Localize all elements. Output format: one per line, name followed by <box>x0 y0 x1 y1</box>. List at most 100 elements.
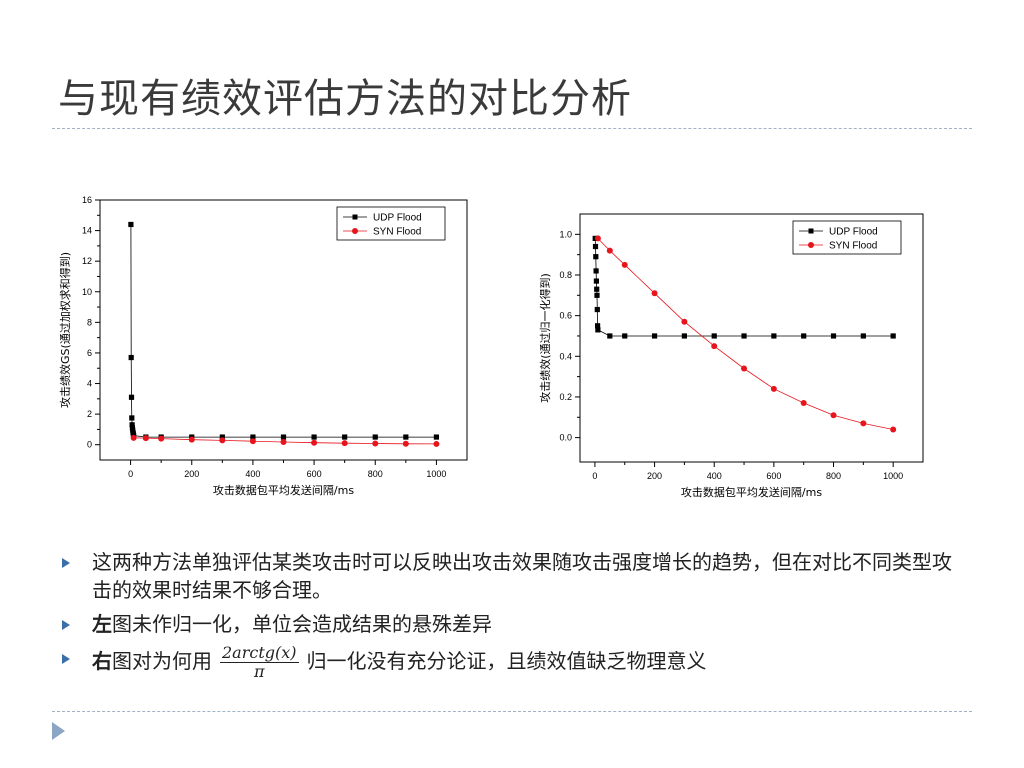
formula-fraction: 2arctg(x) π <box>220 644 299 681</box>
data-point <box>606 247 613 254</box>
legend-marker <box>808 242 814 248</box>
x-tick-label: 800 <box>368 469 383 479</box>
bullet-text-pre: 图对为何用 <box>112 649 212 673</box>
data-point <box>681 318 688 325</box>
data-point <box>311 434 317 440</box>
x-axis-label: 攻击数据包平均发送间隔/ms <box>681 485 822 499</box>
plot-frame <box>579 213 924 463</box>
data-point <box>342 434 348 440</box>
x-tick-label: 0 <box>592 471 597 481</box>
y-tick-label: 0.2 <box>559 392 572 402</box>
y-axis-label: 攻击绩效GS(通过加权求和得到) <box>58 252 72 408</box>
x-tick-label: 400 <box>245 469 260 479</box>
legend-marker <box>352 228 358 234</box>
page-title: 与现有绩效评估方法的对比分析 <box>58 76 632 122</box>
y-tick-label: 0.0 <box>559 433 572 443</box>
data-point <box>219 434 225 440</box>
formula-numerator: 2arctg(x) <box>220 643 299 663</box>
y-tick-label: 14 <box>82 226 92 236</box>
y-tick-label: 0.8 <box>559 270 572 280</box>
data-point <box>128 394 135 400</box>
data-point <box>594 235 601 242</box>
data-point <box>741 333 747 339</box>
data-point <box>681 333 687 339</box>
series-line-0 <box>130 224 437 438</box>
title-divider <box>52 128 972 129</box>
data-point <box>592 243 599 250</box>
data-point <box>129 415 135 421</box>
chart-right: 0 200 400 600 800 1000 0.0 0.2 0.4 0.6 0.8 1.0 攻击数据包… <box>538 213 924 499</box>
data-point <box>890 333 896 339</box>
data-point <box>219 437 226 444</box>
data-point <box>770 385 777 392</box>
data-point <box>711 333 717 339</box>
data-point <box>830 333 837 339</box>
bullet-text: 这两种方法单独评估某类攻击时可以反映出攻击效果随攻击强度增长的趋势，但在对比不同… <box>92 550 952 602</box>
y-tick-label: 1.0 <box>559 229 572 239</box>
legend-label: UDP Flood <box>829 227 878 238</box>
x-tick-label: 600 <box>307 469 322 479</box>
legend-box <box>336 206 446 241</box>
y-axis-label: 攻击绩效(通过归一化得到) <box>538 273 552 403</box>
triangle-bullet-icon <box>62 558 70 568</box>
data-point <box>402 440 409 447</box>
data-point <box>433 440 440 447</box>
data-point <box>651 333 658 339</box>
data-point <box>249 438 256 445</box>
footer-divider <box>52 711 972 712</box>
data-point <box>800 400 807 407</box>
y-tick-label: 8 <box>87 317 92 327</box>
legend-label: SYN Flood <box>373 227 421 238</box>
data-point <box>280 438 287 445</box>
data-point <box>372 440 379 447</box>
slide-nav-triangle-icon <box>52 722 65 740</box>
x-tick-label: 400 <box>707 471 722 481</box>
x-tick-label: 200 <box>184 469 199 479</box>
data-point <box>130 434 137 441</box>
data-point <box>860 420 867 427</box>
data-point <box>593 278 600 284</box>
data-point <box>594 292 600 298</box>
x-tick-label: 200 <box>647 471 662 481</box>
data-point <box>280 434 287 440</box>
data-point <box>594 323 601 329</box>
y-tick-label: 2 <box>87 409 92 419</box>
data-point <box>433 434 440 440</box>
data-point <box>801 333 807 339</box>
data-point <box>594 306 600 313</box>
data-point <box>651 290 658 297</box>
data-point <box>594 286 600 292</box>
legend-marker <box>352 214 358 220</box>
x-tick-label: 800 <box>826 471 841 481</box>
bullet-item-1: 这两种方法单独评估某类攻击时可以反映出攻击效果随攻击强度增长的趋势，但在对比不同… <box>62 548 962 604</box>
legend-marker <box>808 228 814 234</box>
data-point <box>593 268 599 274</box>
bullet-bold: 右 <box>92 649 112 673</box>
data-point <box>372 434 378 440</box>
y-tick-label: 16 <box>82 195 92 205</box>
y-tick-label: 6 <box>87 348 92 358</box>
data-point <box>860 333 866 339</box>
data-point <box>607 333 613 339</box>
x-tick-label: 1000 <box>883 471 903 481</box>
triangle-bullet-icon <box>62 654 70 664</box>
data-point <box>142 435 149 442</box>
legend-label: SYN Flood <box>829 241 877 252</box>
data-point <box>622 333 628 339</box>
y-tick-label: 0 <box>87 440 92 450</box>
data-point <box>830 412 837 419</box>
data-point <box>403 434 409 440</box>
data-point <box>890 426 897 433</box>
chart-left: 0 200 400 600 800 1000 0 2 4 6 8 10 12 14 16 攻击数据包平均发送间… <box>58 195 468 497</box>
data-point <box>771 333 777 339</box>
triangle-bullet-icon <box>62 620 70 630</box>
data-point <box>711 343 718 350</box>
bullet-bold: 左 <box>92 612 112 636</box>
y-tick-label: 0.6 <box>559 311 572 321</box>
data-point <box>595 327 601 333</box>
x-tick-label: 1000 <box>426 469 446 479</box>
data-point <box>250 434 256 440</box>
data-point <box>129 422 135 428</box>
data-point <box>158 435 165 442</box>
bullet-list: 这两种方法单独评估某类攻击时可以反映出攻击效果随攻击强度增长的趋势，但在对比不同… <box>62 548 962 687</box>
